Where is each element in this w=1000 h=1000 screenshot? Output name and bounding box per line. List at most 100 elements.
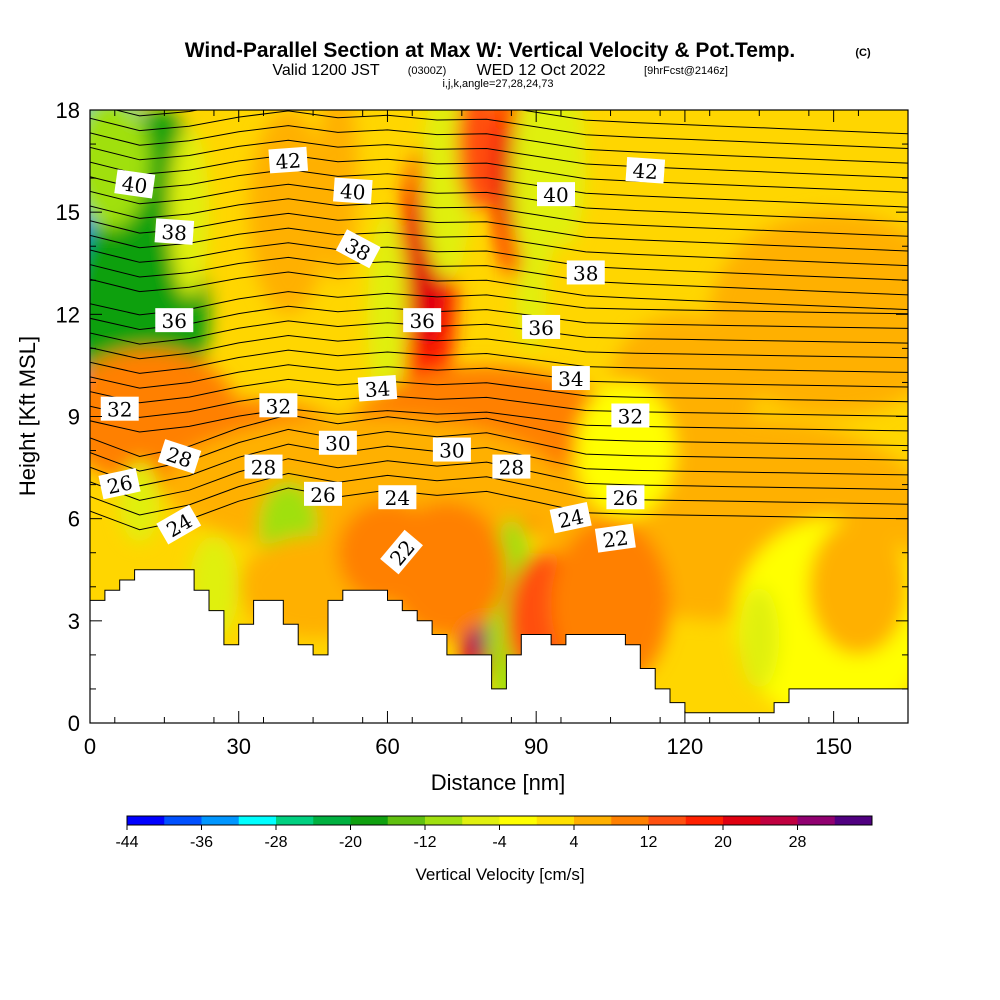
contour-label-text: 30 [439,439,464,463]
colorbar-segment [350,816,389,825]
contour-label-box [114,169,156,199]
contour-label-text: 38 [573,261,598,285]
contour-label-box [380,529,423,575]
contour-label: 24 [549,502,592,534]
chart-title: Wind-Parallel Section at Max W: Vertical… [185,39,796,62]
contour-label-box [403,308,442,333]
colorbar-segment [611,816,649,825]
velocity-cell [90,110,150,230]
terrain-mask [90,569,908,723]
x-tick-label: 60 [375,734,399,759]
contour-label-text: 26 [613,486,638,510]
contour-label: 40 [333,177,373,205]
theta-contour [90,305,908,331]
contour-label-box [157,439,202,474]
contour-label: 24 [378,485,417,510]
theta-contour [90,472,908,516]
contour-label-text: 26 [105,470,135,499]
contour-label-text: 28 [499,456,524,480]
colorbar-segment [313,816,351,825]
theta-contour [90,198,908,237]
contour-label: 32 [259,393,298,418]
y-tick-label: 3 [68,609,80,634]
theta-contour [90,139,908,179]
contour-label-text: 40 [543,183,568,207]
contour-label-text: 28 [251,456,276,480]
theta-contour [90,110,908,149]
contour-label-box [537,182,576,207]
colorbar-segment [127,816,165,825]
theta-contours [90,110,908,531]
contour-label-box [318,430,357,455]
contour-label: 30 [432,437,471,463]
contour-label: 22 [594,523,636,553]
colorbar-segment [834,816,873,825]
colorbar-label: Vertical Velocity [cm/s] [415,865,584,884]
y-tick-label: 6 [68,507,80,532]
y-tick-label: 0 [68,711,80,736]
contour-label-text: 24 [385,486,410,510]
velocity-cell [808,518,908,655]
colorbar: -44 -36 -28 -20 -12 -4 4 12 20 28 [115,815,873,851]
subtitle-run: [9hrFcst@2146z] [644,65,728,77]
contour-label-box [522,314,561,339]
colorbar-segment [387,816,426,825]
theta-contour [90,154,908,193]
contour-label: 36 [522,314,561,340]
contour-label-box [378,485,417,510]
colorbar-segment [648,816,687,825]
contour-label-box [154,218,195,245]
theta-contour [90,364,908,389]
colorbar-segment [723,816,761,825]
x-tick-label: 30 [226,734,250,759]
theta-contour [90,414,908,458]
theta-contour [90,393,908,418]
contour-label-text: 34 [364,376,391,402]
y-tick-label: 18 [56,98,80,123]
contour-label-text: 32 [618,405,643,429]
contour-label-text: 36 [409,309,434,333]
theta-contour [90,458,908,501]
velocity-cell [367,212,408,417]
contour-label-text: 40 [120,171,149,198]
colorbar-segment [685,816,724,825]
colorbar-tick-label: 12 [640,834,658,851]
contour-label: 38 [154,218,195,245]
theta-contour [90,271,908,311]
theta-contour [90,349,908,374]
y-tick-label: 15 [56,200,80,225]
theta-contour [90,212,908,252]
theta-contour [90,242,908,281]
contour-label: 28 [244,454,283,480]
velocity-cell [169,127,209,298]
theta-contour [90,320,908,345]
contour-label-text: 42 [275,148,302,174]
contour-label-box [432,437,471,462]
velocity-cell [248,110,328,315]
contour-label-box [333,177,373,205]
y-tick-label: 12 [56,302,80,327]
subtitle-date: WED 12 Oct 2022 [477,62,606,79]
colorbar-tick-label: 20 [714,834,732,851]
contour-label-box [594,523,636,553]
theta-contour [90,125,908,164]
contour-label: 26 [304,481,343,507]
contour-label-box [566,260,605,285]
contour-label-box [357,374,398,402]
chart-subtitle: Valid 1200 JST (0300Z) WED 12 Oct 2022 [… [272,62,728,79]
contour-label-text: 40 [339,179,366,205]
theta-contour [90,168,908,208]
colorbar-segment [462,816,500,825]
contour-label: 32 [611,403,650,429]
theta-contour [90,487,908,531]
colorbar-segment [536,816,575,825]
contour-label: 36 [403,308,442,333]
theta-contour [90,227,908,267]
contour-label: 40 [114,169,156,199]
subtitle-utc: (0300Z) [408,65,447,77]
contour-label: 42 [268,146,309,174]
contour-label-text: 42 [632,158,659,184]
x-tick-label: 120 [667,734,704,759]
colorbar-tick-label: -44 [115,834,138,851]
